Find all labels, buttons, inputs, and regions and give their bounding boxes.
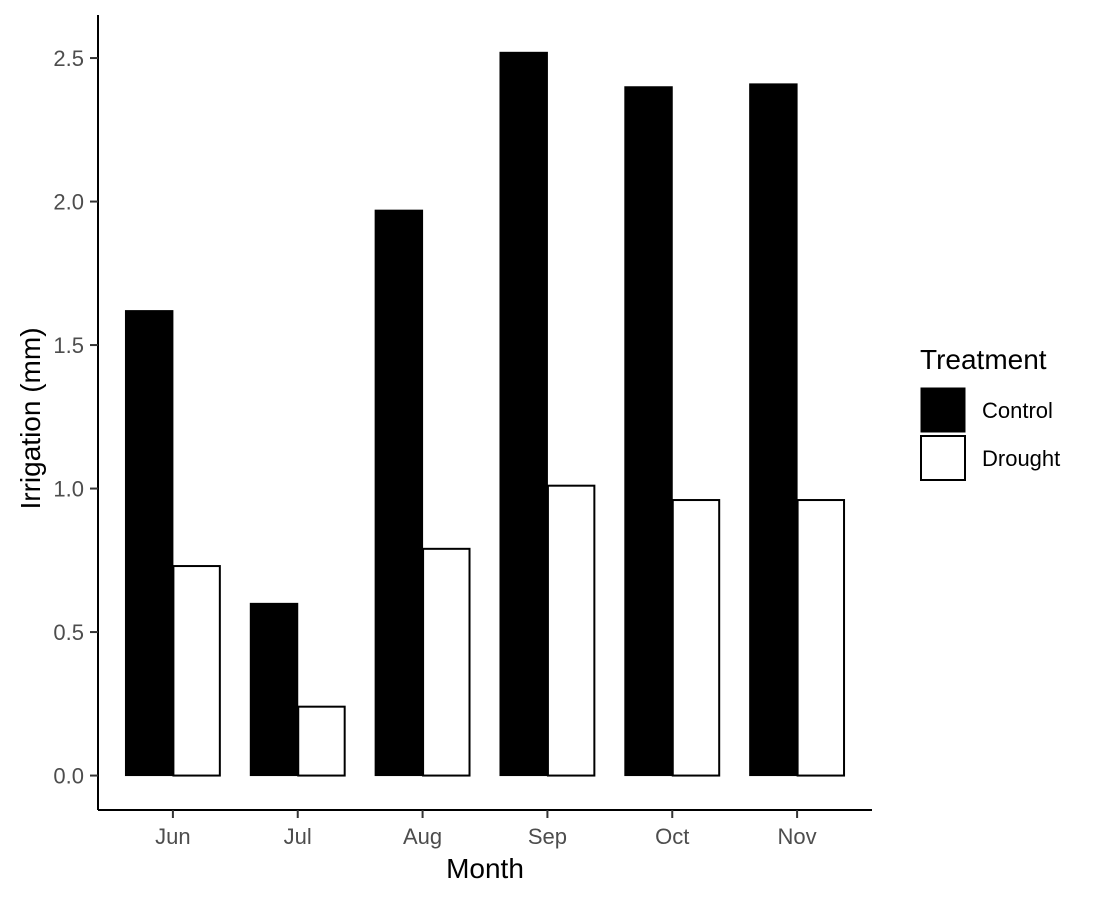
legend: Treatment Control Drought [920,344,1060,481]
y-axis-title: Irrigation (mm) [15,327,46,509]
x-tick-label: Jul [284,824,312,849]
bar-drought-jul [297,705,346,777]
legend-title: Treatment [920,344,1047,375]
y-tick-label: 1.5 [53,333,84,358]
y-tick-label: 0.5 [53,620,84,645]
bar-drought-aug [422,547,471,777]
bars-group [124,51,846,777]
x-tick-label: Sep [528,824,567,849]
bar-drought-sep [546,484,596,777]
y-tick-label: 0.0 [53,764,84,789]
y-tick-label: 2.5 [53,46,84,71]
x-tick-label: Oct [655,824,689,849]
y-tick-label: 2.0 [53,190,84,215]
x-axis-title: Month [446,853,524,884]
legend-label-control: Control [982,398,1053,423]
bar-control-aug [374,209,424,777]
bar-control-oct [624,86,673,777]
bar-control-jun [124,310,174,777]
axes-group [97,15,872,811]
bar-control-jul [249,602,299,777]
bar-drought-nov [796,499,846,777]
legend-key-drought [920,435,966,481]
bar-control-sep [499,51,548,777]
legend-label-drought: Drought [982,446,1060,471]
x-tick-label: Nov [778,824,817,849]
x-tick-label: Jun [155,824,190,849]
bar-drought-oct [671,499,721,777]
legend-key-control [920,387,966,433]
x-tick-label: Aug [403,824,442,849]
x-ticks-group: Jun Jul Aug Sep Oct Nov [155,810,817,849]
legend-items: Control Drought [920,387,1060,481]
y-ticks-group: 0.0 0.5 1.0 1.5 2.0 2.5 [53,46,98,789]
bar-drought-jun [172,565,221,777]
y-tick-label: 1.0 [53,477,84,502]
bar-control-nov [749,83,798,777]
